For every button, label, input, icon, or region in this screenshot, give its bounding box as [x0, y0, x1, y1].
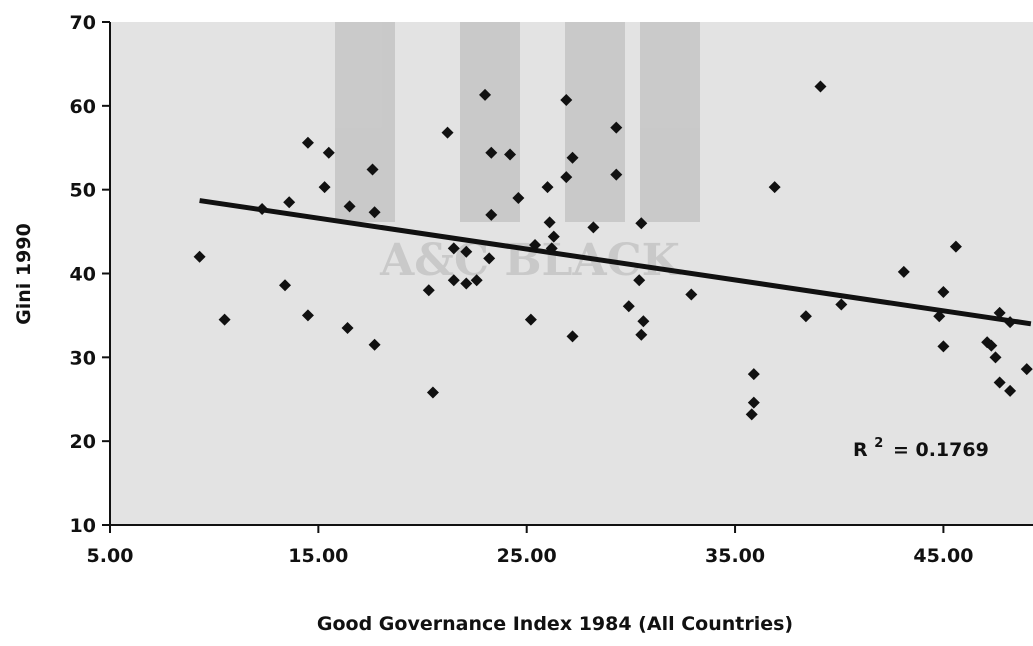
x-axis-ticks: 5.00 15.00 25.00 35.00 45.00 — [87, 525, 973, 567]
data-point — [993, 376, 1006, 389]
data-point — [460, 245, 473, 258]
data-point — [1020, 363, 1033, 376]
data-point — [610, 121, 623, 134]
data-point — [441, 126, 454, 139]
watermark-logo: A&C BLACK — [335, 22, 700, 286]
r-squared-symbol: R — [853, 439, 868, 461]
data-point — [897, 265, 910, 278]
x-axis-title: Good Governance Index 1984 (All Countrie… — [317, 613, 793, 635]
data-point — [301, 136, 314, 149]
data-point — [447, 242, 460, 255]
data-point — [637, 315, 650, 328]
y-tick-label: 70 — [70, 12, 96, 34]
data-point — [835, 298, 848, 311]
data-point — [541, 181, 554, 194]
data-point — [485, 146, 498, 159]
data-point — [949, 240, 962, 253]
data-point — [799, 310, 812, 323]
y-axis-title: Gini 1990 — [13, 223, 35, 325]
data-point — [322, 146, 335, 159]
data-point — [937, 340, 950, 353]
data-point — [685, 288, 698, 301]
data-point — [485, 208, 498, 221]
data-point — [1004, 316, 1017, 329]
data-point — [279, 279, 292, 292]
data-points — [193, 80, 1033, 421]
data-point — [283, 196, 296, 209]
data-point — [301, 309, 314, 322]
data-point — [633, 274, 646, 287]
data-point — [587, 221, 600, 234]
y-tick-label: 60 — [70, 96, 96, 118]
x-tick-label: 15.00 — [288, 545, 348, 567]
data-point — [937, 285, 950, 298]
data-point — [933, 310, 946, 323]
plot-area — [110, 22, 1033, 525]
y-tick-label: 30 — [70, 347, 96, 369]
data-point — [560, 93, 573, 106]
data-point — [610, 168, 623, 181]
data-point — [985, 339, 998, 352]
watermark-text: A&C BLACK — [379, 235, 681, 286]
data-point — [483, 252, 496, 265]
data-point — [814, 80, 827, 93]
y-axis-ticks: 10 20 30 40 50 60 70 — [70, 12, 110, 537]
data-point — [566, 330, 579, 343]
x-tick-label: 5.00 — [87, 545, 134, 567]
r-squared-superscript: 2 — [874, 436, 883, 451]
data-point — [447, 274, 460, 287]
r-squared-value: = 0.1769 — [893, 439, 989, 461]
y-tick-label: 20 — [70, 431, 96, 453]
x-tick-label: 45.00 — [913, 545, 973, 567]
data-point — [368, 338, 381, 351]
data-point — [256, 202, 269, 215]
data-point — [622, 300, 635, 313]
data-point — [543, 216, 556, 229]
data-point — [635, 328, 648, 341]
data-point — [218, 313, 231, 326]
data-point — [366, 163, 379, 176]
data-point — [1004, 384, 1017, 397]
r-squared-annotation: R 2 = 0.1769 — [853, 430, 989, 461]
data-point — [547, 230, 560, 243]
data-point — [560, 171, 573, 184]
data-point — [479, 88, 492, 101]
data-point — [460, 277, 473, 290]
data-point — [422, 284, 435, 297]
y-tick-label: 10 — [70, 515, 96, 537]
data-point — [529, 238, 542, 251]
data-point — [566, 151, 579, 164]
data-point — [989, 351, 1002, 364]
data-point — [318, 181, 331, 194]
data-point — [343, 200, 356, 213]
x-tick-label: 35.00 — [705, 545, 765, 567]
x-tick-label: 25.00 — [497, 545, 557, 567]
data-point — [341, 321, 354, 334]
data-point — [768, 181, 781, 194]
data-point — [504, 148, 517, 161]
data-point — [193, 250, 206, 263]
data-point — [368, 206, 381, 219]
data-point — [545, 242, 558, 255]
data-point — [426, 386, 439, 399]
y-tick-label: 40 — [70, 264, 96, 286]
data-point — [747, 368, 760, 381]
y-tick-label: 50 — [70, 180, 96, 202]
data-point — [524, 313, 537, 326]
data-point — [993, 306, 1006, 319]
data-point — [747, 396, 760, 409]
data-point — [745, 408, 758, 421]
data-point — [470, 274, 483, 287]
data-point — [635, 217, 648, 230]
data-point — [512, 192, 525, 205]
trendline — [199, 198, 1032, 327]
